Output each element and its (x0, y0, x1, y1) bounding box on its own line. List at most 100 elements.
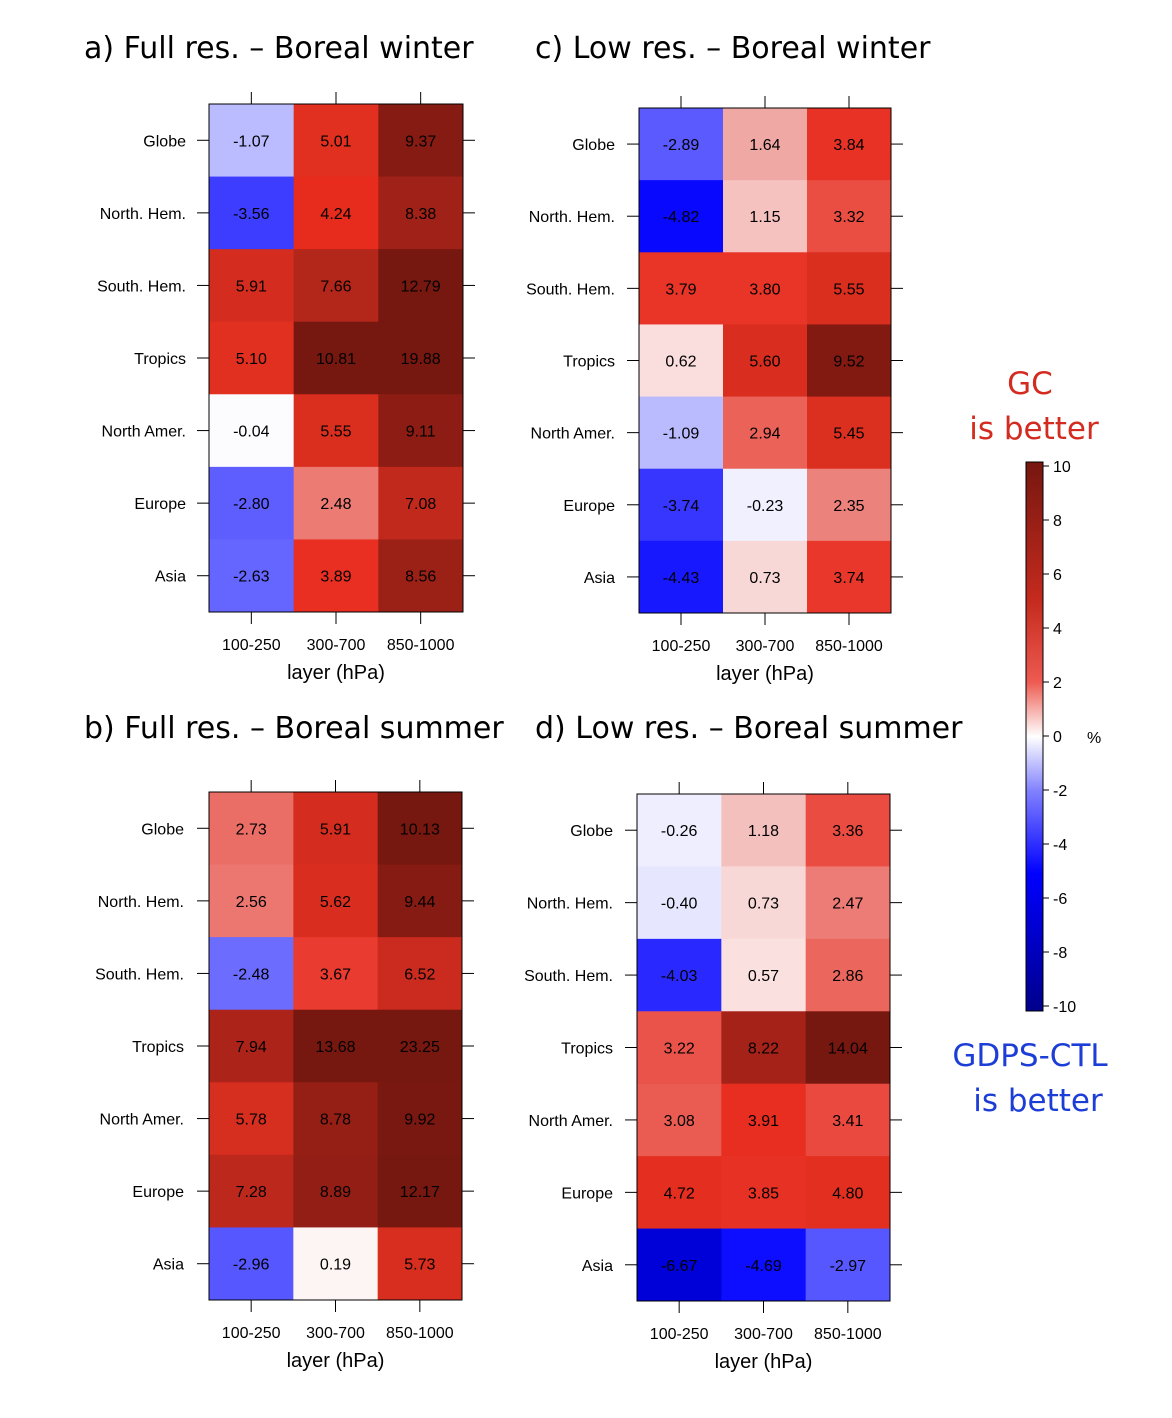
heatmap-cell (639, 324, 724, 398)
heatmap-cell (805, 794, 891, 867)
heatmap-cell (639, 252, 724, 325)
cell-value-label: 0.73 (748, 896, 779, 913)
cell-value-label: 5.78 (236, 1112, 267, 1129)
cell-value-label: -4.43 (663, 570, 700, 587)
row-label: Tropics (132, 1039, 184, 1056)
cell-value-label: 1.64 (749, 137, 780, 154)
cell-value-label: 6.52 (404, 966, 435, 983)
cell-value-label: 10.81 (316, 351, 356, 368)
cell-value-label: -0.04 (233, 424, 270, 441)
cell-value-label: -2.80 (233, 496, 270, 513)
heatmap-cell (723, 252, 808, 325)
heatmap-cell (721, 1228, 807, 1302)
cell-value-label: 14.04 (828, 1041, 868, 1058)
cell-value-label: 9.37 (405, 133, 436, 150)
row-label: South. Hem. (97, 278, 186, 295)
cell-value-label: 7.66 (320, 278, 351, 295)
x-tick-label: 100-250 (222, 637, 281, 654)
cell-value-label: 3.79 (665, 281, 696, 298)
x-tick-label: 300-700 (306, 1325, 365, 1342)
heatmap-cell (209, 1154, 294, 1228)
row-label: Asia (155, 569, 186, 586)
cell-value-label: 12.17 (400, 1184, 440, 1201)
row-label: Asia (584, 570, 615, 587)
cell-value-label: -4.82 (663, 209, 700, 226)
heatmap-cell (637, 1228, 722, 1302)
heatmap-cell (293, 937, 379, 1011)
heatmap-cell (639, 540, 724, 614)
heatmap-cell (209, 792, 294, 866)
heatmap-cell (721, 1156, 807, 1230)
heatmap-cell (805, 938, 891, 1012)
cell-value-label: 4.72 (664, 1185, 695, 1202)
heatmap-cell (639, 108, 724, 181)
heatmap-cell (805, 1156, 891, 1230)
cell-value-label: 7.08 (405, 496, 436, 513)
row-label: South. Hem. (524, 968, 613, 985)
heatmap-cell (209, 1082, 294, 1156)
heatmap-cell (721, 794, 807, 867)
cell-value-label: 0.73 (749, 570, 780, 587)
cell-value-label: -0.23 (747, 498, 784, 515)
cell-value-label: 23.25 (400, 1039, 440, 1056)
cell-value-label: 3.74 (833, 570, 864, 587)
heatmap-cell (293, 1009, 379, 1083)
heatmap-cell (377, 1009, 463, 1083)
x-tick-label: 850-1000 (815, 638, 883, 655)
cell-value-label: -1.09 (663, 426, 700, 443)
cell-value-label: 3.91 (748, 1113, 779, 1130)
cell-value-label: -3.56 (233, 206, 270, 223)
heatmap-cell (209, 104, 295, 178)
cell-value-label: -2.89 (663, 137, 700, 154)
heatmap-cell (293, 321, 379, 395)
row-label: Globe (570, 823, 613, 840)
x-axis-label: layer (hPa) (287, 1350, 385, 1372)
cell-value-label: 3.85 (748, 1185, 779, 1202)
heatmap-panel: c) Low res. – Boreal winter -2.89 1.64 3.84… (526, 31, 931, 685)
cell-value-label: 5.45 (833, 426, 864, 443)
x-tick-label: 300-700 (307, 637, 366, 654)
heatmap-cell (637, 1156, 722, 1230)
heatmap-cell (377, 937, 463, 1011)
cell-value-label: 3.80 (749, 281, 780, 298)
row-label: Tropics (563, 354, 615, 371)
heatmap-panel: a) Full res. – Boreal winter -1.07 5.01 9.3… (84, 31, 475, 684)
cell-value-label: 2.94 (749, 426, 780, 443)
cell-value-label: 8.22 (748, 1041, 779, 1058)
heatmap-cell (378, 104, 464, 178)
heatmap-cell (639, 468, 724, 542)
cell-value-label: 3.36 (832, 823, 863, 840)
heatmap-cell (209, 176, 295, 250)
x-tick-label: 850-1000 (814, 1326, 882, 1343)
cell-value-label: 9.92 (404, 1112, 435, 1129)
cell-value-label: 13.68 (315, 1039, 355, 1056)
cell-value-label: 12.79 (401, 278, 441, 295)
heatmap-cell (209, 1009, 294, 1083)
cell-value-label: 3.32 (833, 209, 864, 226)
heatmap-cell (378, 394, 464, 468)
cell-value-label: 3.08 (664, 1113, 695, 1130)
heatmap-cell (639, 180, 724, 253)
heatmap-cell (723, 324, 808, 398)
x-axis-label: layer (hPa) (715, 1351, 813, 1373)
heatmap-cell (378, 466, 464, 540)
x-tick-label: 850-1000 (386, 1325, 454, 1342)
cell-value-label: 2.56 (236, 894, 267, 911)
row-label: North Amer. (529, 1113, 613, 1130)
row-label: Europe (561, 1185, 613, 1202)
row-label: Europe (563, 498, 615, 515)
cell-value-label: 1.18 (748, 823, 779, 840)
panel-title: c) Low res. – Boreal winter (535, 31, 931, 66)
cell-value-label: 3.67 (320, 966, 351, 983)
heatmap-cell (723, 540, 808, 614)
heatmap-cell (378, 321, 464, 395)
row-label: Tropics (561, 1041, 613, 1058)
heatmap-cell (209, 394, 295, 468)
heatmap-panel: d) Low res. – Boreal summer -0.26 1.18 3.36… (524, 711, 963, 1373)
cell-value-label: 19.88 (401, 351, 441, 368)
cell-value-label: -0.40 (661, 896, 698, 913)
row-label: North Amer. (102, 424, 186, 441)
heatmap-cell (377, 792, 463, 866)
heatmap-cell (637, 1083, 722, 1157)
